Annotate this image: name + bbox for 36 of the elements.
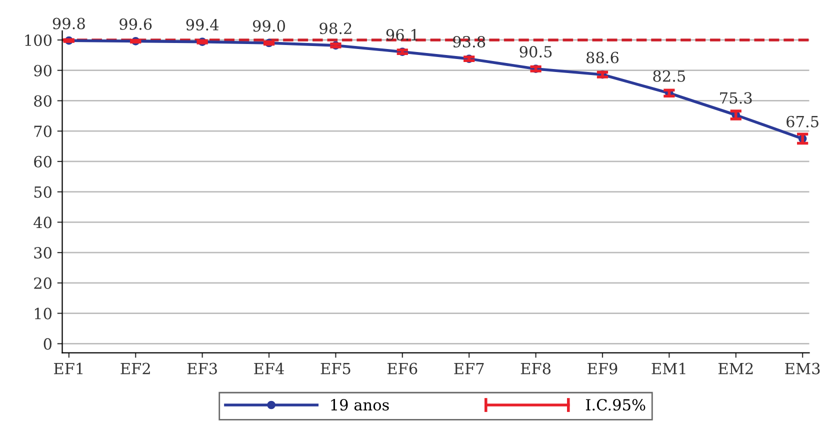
data-label: 75.3 — [720, 92, 752, 104]
y-tick-label: 70 — [34, 126, 52, 138]
x-tick-label: EF7 — [454, 362, 484, 374]
x-tick-label: EF3 — [187, 362, 217, 374]
text: I.C.95% — [586, 399, 646, 411]
x-tick-label: EM3 — [785, 362, 820, 374]
y-tick-label: 100 — [25, 34, 52, 46]
data-label: 99.4 — [186, 18, 219, 31]
y-tick-label: 20 — [34, 277, 52, 289]
x-tick-label: EM1 — [652, 362, 686, 374]
y-tick-label: 50 — [34, 186, 52, 198]
x-tick-label: EM2 — [718, 362, 753, 374]
x-tick-label: EF4 — [254, 362, 284, 374]
x-tick-label: EF2 — [120, 362, 150, 374]
x-tick-label: EF8 — [520, 362, 550, 374]
data-label: 99.0 — [252, 20, 286, 32]
data-label: 98.2 — [320, 22, 352, 34]
data-label: 96.1 — [386, 28, 418, 41]
x-tick-label: EF5 — [320, 362, 350, 374]
data-label: 67.5 — [786, 116, 818, 128]
x-tick-label: EF1 — [54, 362, 82, 374]
data-label: 88.6 — [586, 52, 619, 64]
data-label: 99.8 — [52, 18, 85, 30]
x-tick-label: EF9 — [588, 362, 618, 374]
y-tick-label: 0 — [44, 338, 52, 350]
data-label: 82.5 — [653, 70, 686, 82]
x-tick-label: EF6 — [388, 362, 418, 374]
y-tick-label: 30 — [34, 247, 52, 259]
text: 19 anos — [331, 399, 389, 411]
data-label: 99.6 — [120, 18, 152, 30]
y-tick-label: 80 — [34, 95, 52, 107]
y-tick-label: 10 — [34, 308, 52, 320]
y-tick-label: 90 — [34, 64, 52, 76]
y-tick-label: 60 — [34, 156, 52, 168]
data-label: 90.5 — [520, 46, 552, 58]
y-tick-label: 40 — [34, 216, 52, 228]
